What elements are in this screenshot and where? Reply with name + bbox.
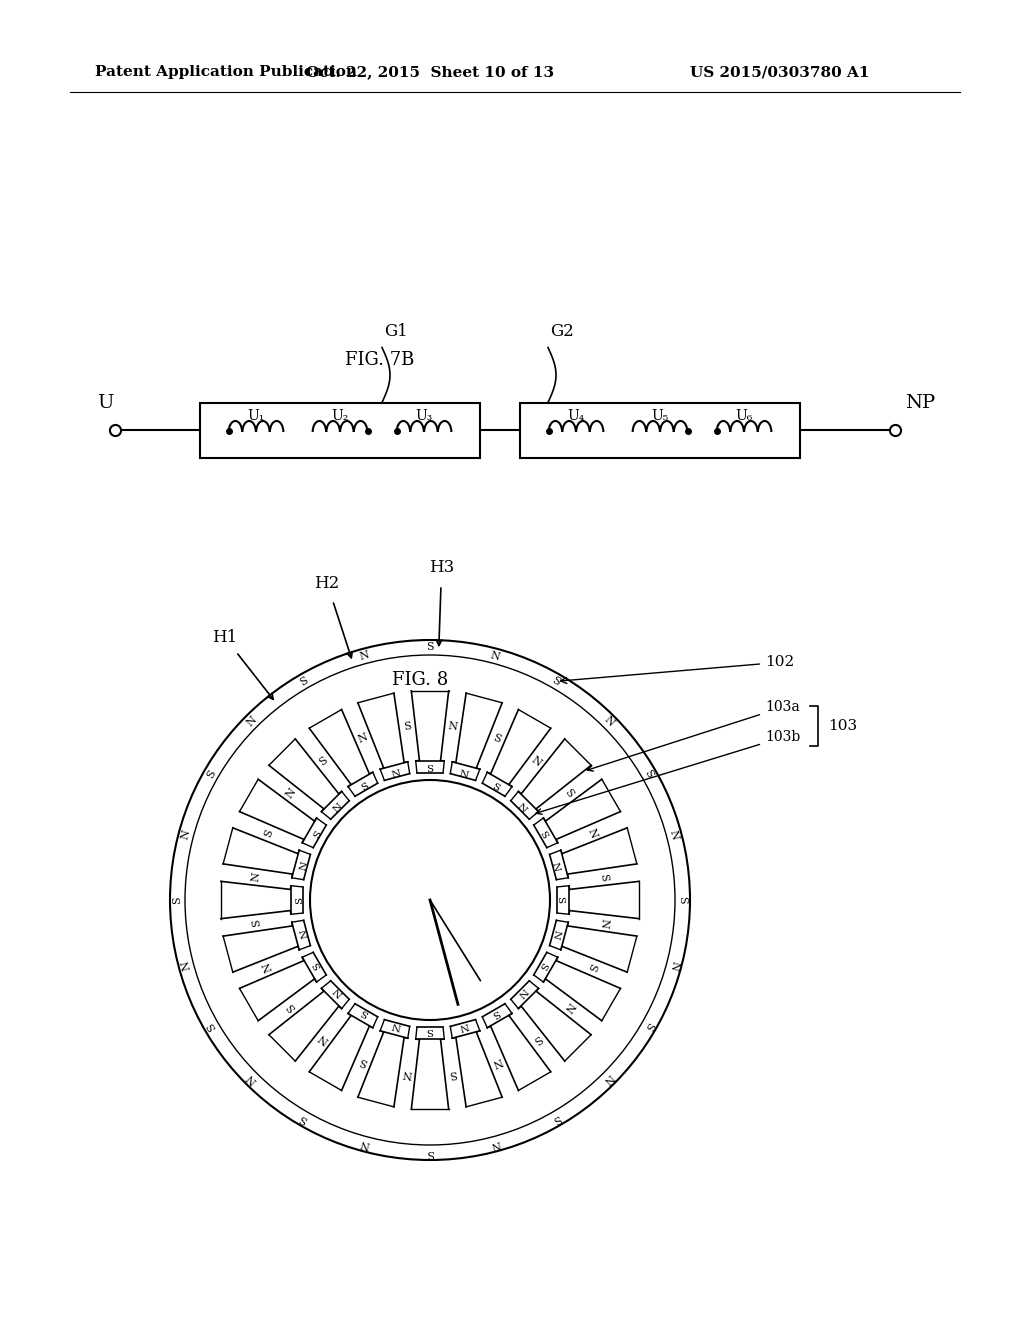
Text: N: N	[251, 871, 262, 883]
Text: N: N	[529, 754, 544, 768]
Text: U₃: U₃	[416, 408, 432, 422]
Text: N: N	[316, 1032, 331, 1045]
Bar	[200, 403, 480, 458]
Text: N: N	[458, 770, 469, 780]
Text: N: N	[601, 714, 615, 729]
Text: N: N	[562, 999, 575, 1014]
Text: S: S	[598, 873, 609, 882]
Text: N: N	[332, 986, 344, 998]
Text: S: S	[426, 1147, 434, 1158]
Text: S: S	[492, 733, 503, 744]
Text: 103: 103	[828, 719, 857, 734]
Text: 103b: 103b	[536, 730, 800, 814]
Text: S: S	[586, 961, 598, 973]
Text: S: S	[205, 1020, 217, 1032]
Text: N: N	[458, 1020, 469, 1031]
Text: FIG. 7B: FIG. 7B	[345, 351, 415, 370]
Text: S: S	[296, 896, 304, 904]
Text: N: N	[515, 801, 528, 814]
Text: N: N	[585, 826, 598, 840]
Text: U₁: U₁	[248, 408, 264, 422]
Text: N: N	[598, 917, 609, 928]
Text: 102: 102	[560, 655, 795, 684]
Text: S: S	[551, 675, 562, 688]
Text: S: S	[426, 766, 433, 775]
Text: N: N	[262, 961, 274, 973]
Text: S: S	[449, 1068, 458, 1078]
Text: U₂: U₂	[332, 408, 349, 422]
Text: U₆: U₆	[735, 408, 753, 422]
Text: S: S	[426, 1026, 433, 1035]
Bar	[520, 403, 800, 458]
Text: S: S	[426, 643, 434, 652]
Text: N: N	[489, 1138, 502, 1150]
Text: S: S	[359, 1007, 371, 1018]
Text: S: S	[537, 830, 548, 841]
Text: S: S	[172, 896, 182, 904]
Text: N: N	[401, 1068, 413, 1078]
Text: S: S	[642, 1020, 655, 1032]
Text: N: N	[668, 960, 680, 972]
Text: S: S	[298, 1113, 309, 1125]
Text: H1: H1	[212, 630, 238, 645]
Text: G2: G2	[550, 322, 573, 339]
Text: N: N	[356, 731, 370, 744]
Text: S: S	[311, 830, 324, 841]
Text: S: S	[298, 675, 309, 688]
Text: N: N	[447, 721, 459, 733]
Text: FIG. 8: FIG. 8	[392, 671, 449, 689]
Text: S: S	[262, 828, 274, 838]
Text: S: S	[537, 960, 548, 970]
Text: 103a: 103a	[588, 701, 800, 771]
Text: N: N	[245, 714, 258, 729]
Text: Oct. 22, 2015  Sheet 10 of 13: Oct. 22, 2015 Sheet 10 of 13	[306, 65, 554, 79]
Text: N: N	[358, 1138, 371, 1150]
Text: N: N	[490, 1055, 504, 1068]
Text: S: S	[530, 1032, 543, 1045]
Text: U₅: U₅	[651, 408, 669, 422]
Text: N: N	[550, 928, 561, 940]
Text: S: S	[311, 960, 324, 970]
Text: S: S	[489, 1007, 501, 1018]
Text: N: N	[391, 770, 402, 780]
Text: Patent Application Publication: Patent Application Publication	[95, 65, 357, 79]
Text: S: S	[642, 768, 655, 780]
Text: S: S	[678, 896, 687, 904]
Text: S: S	[562, 788, 575, 800]
Text: N: N	[285, 787, 298, 800]
Text: S: S	[359, 781, 371, 793]
Text: H3: H3	[429, 558, 455, 576]
Text: N: N	[245, 1072, 258, 1085]
Text: G1: G1	[384, 322, 408, 339]
Text: S: S	[551, 1113, 562, 1125]
Text: U: U	[97, 393, 114, 412]
Text: S: S	[317, 755, 330, 767]
Text: N: N	[391, 1020, 402, 1031]
Text: N: N	[668, 829, 680, 841]
Text: N: N	[180, 829, 193, 841]
Text: US 2015/0303780 A1: US 2015/0303780 A1	[690, 65, 869, 79]
Text: S: S	[285, 1001, 297, 1012]
Text: S: S	[357, 1056, 369, 1068]
Text: N: N	[601, 1072, 615, 1085]
Text: H2: H2	[314, 574, 340, 591]
Text: N: N	[515, 986, 528, 998]
Text: NP: NP	[905, 393, 935, 412]
Text: S: S	[402, 721, 412, 733]
Text: N: N	[332, 801, 344, 814]
Text: S: S	[555, 896, 564, 904]
Text: N: N	[299, 928, 310, 940]
Text: S: S	[251, 919, 262, 927]
Text: N: N	[358, 649, 371, 663]
Text: S: S	[489, 781, 501, 793]
Text: N: N	[299, 861, 310, 873]
Text: N: N	[550, 861, 561, 873]
Text: U₄: U₄	[567, 408, 585, 422]
Text: N: N	[180, 960, 193, 972]
Text: S: S	[205, 768, 217, 780]
Text: N: N	[489, 649, 502, 663]
